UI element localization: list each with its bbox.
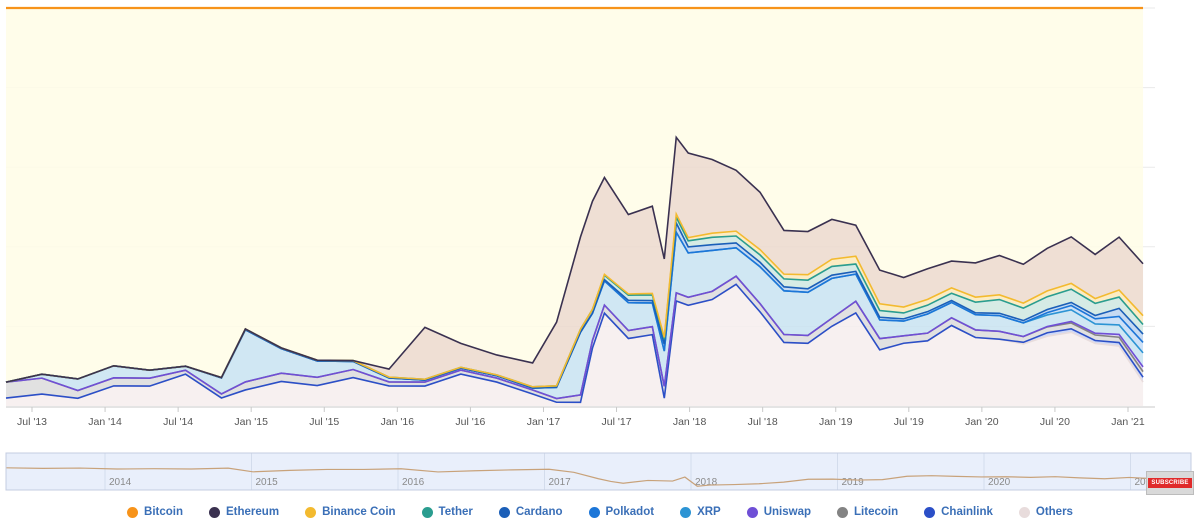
legend-marker-icon (680, 506, 692, 518)
legend-item-bitcoin[interactable]: Bitcoin (127, 506, 183, 518)
legend-marker-icon (305, 506, 317, 518)
legend-item-uniswap[interactable]: Uniswap (746, 506, 812, 518)
legend-label: Binance Coin (322, 506, 396, 518)
x-tick-label: Jan '17 (527, 416, 561, 428)
navigator-series-line (5, 467, 1179, 487)
navigator-year-label: 2018 (695, 477, 718, 488)
legend-marker-icon (746, 506, 758, 518)
x-tick-label: Jan '16 (381, 416, 415, 428)
x-tick-label: Jan '19 (819, 416, 853, 428)
legend-marker-icon (837, 506, 849, 518)
legend-label: Litecoin (854, 506, 899, 518)
x-tick-label: Jan '20 (965, 416, 999, 428)
litecoin-area (6, 276, 1144, 403)
legend-label: Ethereum (226, 506, 280, 518)
legend-label: Uniswap (763, 506, 812, 518)
ethereum-line (5, 135, 1144, 383)
legend: Bitcoin Ethereum Binance Coin Tether Cardano… (100, 503, 1100, 521)
navigator-year-label: 2017 (549, 477, 572, 488)
x-axis: Jul '13 Jan '14 Jul '14 Jan '15 Jul '15 Jan '… (6, 406, 1155, 428)
area-fills (6, 8, 1144, 406)
bitcoin-area (6, 8, 1144, 383)
subscribe-overlay[interactable]: SUBSCRIBE (1146, 471, 1194, 495)
legend-item-tether[interactable]: Tether (421, 506, 473, 518)
legend-item-binance-coin[interactable]: Binance Coin (305, 506, 396, 518)
navigator-year-label: 2019 (842, 477, 865, 488)
series-lines (5, 6, 1144, 404)
legend-marker-icon (588, 506, 600, 518)
x-tick-label: Jul '13 (17, 416, 47, 428)
x-tick-label: Jul '15 (309, 416, 339, 428)
legend-label: Polkadot (605, 506, 655, 518)
navigator-background (5, 452, 1192, 491)
navigator-year-label: 2015 (256, 477, 279, 488)
x-tick-label: Jul '19 (894, 416, 924, 428)
navigator-year-label: 2016 (402, 477, 425, 488)
legend-label: Tether (438, 506, 473, 518)
x-tick-label: Jul '14 (163, 416, 193, 428)
legend-item-others[interactable]: Others (1018, 506, 1073, 518)
xrp-area (6, 232, 1144, 399)
legend-item-litecoin[interactable]: Litecoin (837, 506, 898, 518)
navigator-year-label: 2014 (109, 477, 132, 488)
legend-item-xrp[interactable]: XRP (680, 506, 721, 518)
legend-item-ethereum[interactable]: Ethereum (209, 506, 279, 518)
subscribe-button[interactable]: SUBSCRIBE (1148, 478, 1192, 488)
legend-marker-icon (209, 506, 221, 518)
x-tick-label: Jan '18 (673, 416, 707, 428)
chainlink-line (5, 283, 1144, 404)
legend-marker-icon (924, 506, 936, 518)
legend-item-cardano[interactable]: Cardano (498, 506, 563, 518)
legend-label: XRP (697, 506, 721, 518)
x-tick-label: Jan '14 (88, 416, 122, 428)
legend-marker-icon (421, 506, 433, 518)
x-tick-label: Jul '18 (748, 416, 778, 428)
x-tick-label: Jan '21 (1111, 416, 1145, 428)
legend-label: Others (1035, 506, 1073, 518)
uniswap-line (5, 275, 1144, 400)
x-tick-label: Jul '17 (602, 416, 632, 428)
x-tick-label: Jul '20 (1040, 416, 1070, 428)
range-navigator[interactable]: 2014 2015 2016 2017 2018 2019 2020 202 (5, 452, 1192, 491)
navigator-year-label: 202 (1135, 477, 1152, 488)
legend-label: Bitcoin (144, 506, 184, 518)
x-tick-label: Jul '16 (455, 416, 485, 428)
legend-marker-icon (1018, 506, 1030, 518)
ethereum-area (6, 137, 1144, 387)
legend-label: Cardano (515, 506, 563, 518)
legend-marker-icon (498, 506, 510, 518)
others-area (6, 284, 1144, 406)
navigator-year-label: 2020 (988, 477, 1011, 488)
x-tick-label: Jan '15 (234, 416, 268, 428)
legend-marker-icon (127, 506, 139, 518)
legend-item-chainlink[interactable]: Chainlink (924, 506, 993, 518)
legend-label: Chainlink (941, 506, 993, 518)
legend-item-polkadot[interactable]: Polkadot (588, 506, 655, 518)
